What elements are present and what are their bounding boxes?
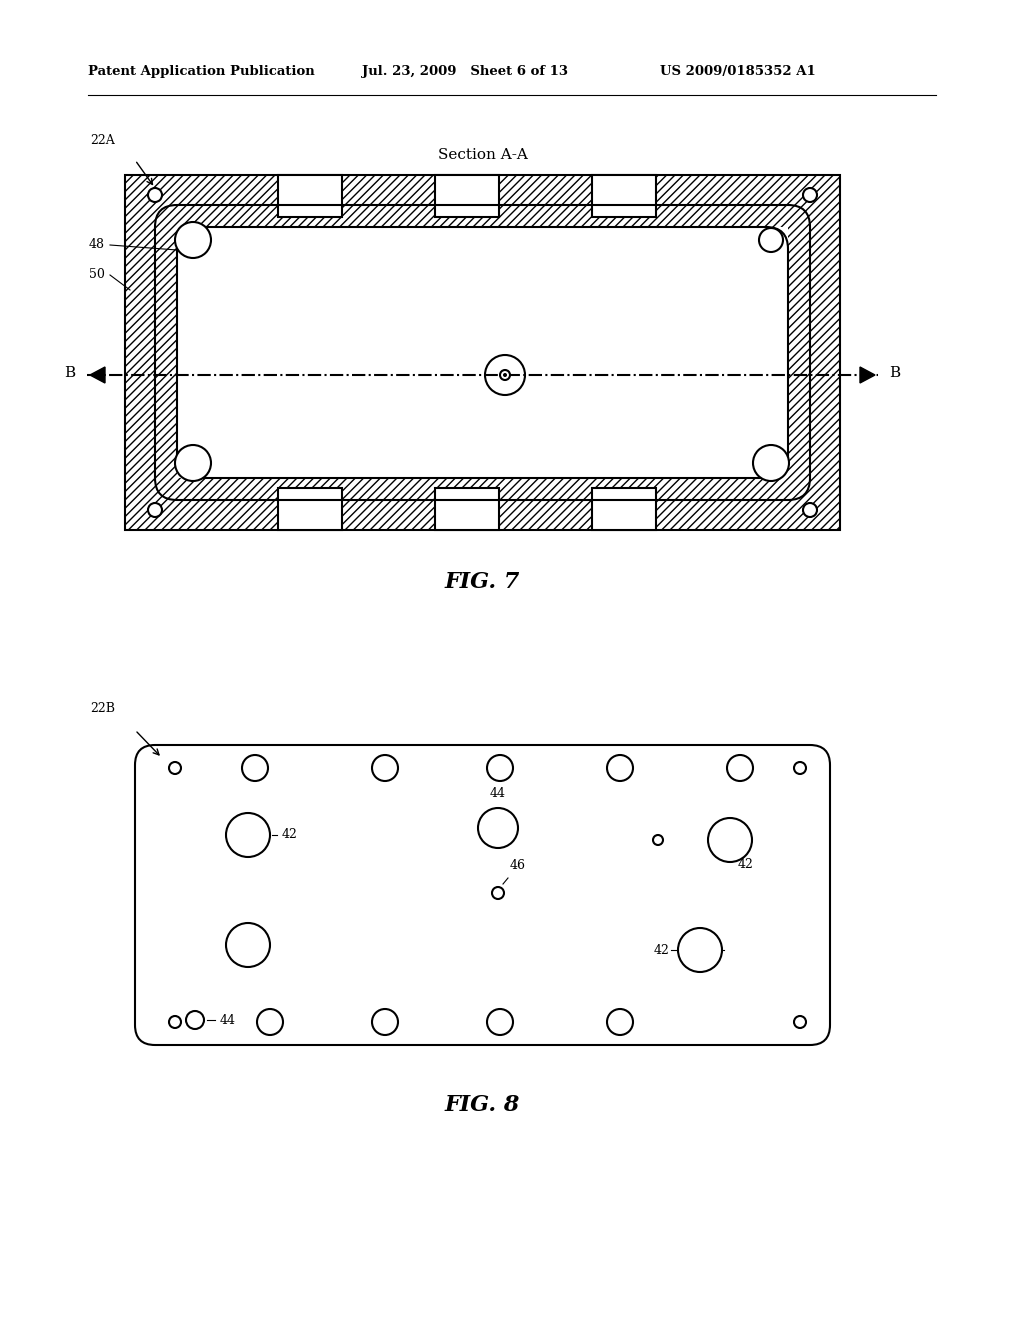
- Text: FIG. 7: FIG. 7: [444, 572, 520, 593]
- Text: 42: 42: [238, 253, 254, 267]
- Circle shape: [175, 222, 211, 257]
- Circle shape: [708, 818, 752, 862]
- Circle shape: [794, 1016, 806, 1028]
- Text: Jul. 23, 2009   Sheet 6 of 13: Jul. 23, 2009 Sheet 6 of 13: [362, 66, 568, 78]
- Polygon shape: [177, 227, 788, 478]
- FancyBboxPatch shape: [177, 227, 788, 478]
- Polygon shape: [90, 367, 105, 383]
- Circle shape: [487, 1008, 513, 1035]
- Circle shape: [485, 355, 525, 395]
- Circle shape: [242, 755, 268, 781]
- Circle shape: [727, 755, 753, 781]
- Polygon shape: [278, 176, 342, 216]
- Text: Section A-A: Section A-A: [437, 148, 527, 162]
- Circle shape: [175, 445, 211, 480]
- Polygon shape: [278, 488, 342, 531]
- Circle shape: [803, 503, 817, 517]
- Circle shape: [372, 1008, 398, 1035]
- Circle shape: [753, 445, 790, 480]
- Circle shape: [169, 762, 181, 774]
- Circle shape: [226, 813, 270, 857]
- Circle shape: [257, 1008, 283, 1035]
- Text: 22B: 22B: [90, 702, 115, 715]
- Text: 42: 42: [654, 944, 670, 957]
- Polygon shape: [435, 176, 499, 216]
- Circle shape: [487, 755, 513, 781]
- Circle shape: [500, 370, 510, 380]
- FancyBboxPatch shape: [135, 744, 830, 1045]
- Polygon shape: [125, 176, 840, 531]
- Polygon shape: [592, 176, 656, 216]
- Circle shape: [372, 755, 398, 781]
- Circle shape: [169, 1016, 181, 1028]
- Text: 22A: 22A: [90, 135, 115, 147]
- Circle shape: [148, 187, 162, 202]
- Text: 44: 44: [220, 1014, 236, 1027]
- Text: 46: 46: [510, 859, 526, 873]
- Circle shape: [492, 887, 504, 899]
- Circle shape: [678, 928, 722, 972]
- Circle shape: [794, 762, 806, 774]
- Circle shape: [607, 755, 633, 781]
- Circle shape: [186, 1011, 204, 1030]
- Text: FIG. 8: FIG. 8: [444, 1094, 520, 1115]
- Circle shape: [653, 836, 663, 845]
- Polygon shape: [860, 367, 874, 383]
- Text: B: B: [65, 366, 76, 380]
- Text: 42: 42: [282, 829, 298, 842]
- Text: 44: 44: [490, 787, 506, 800]
- Circle shape: [503, 374, 507, 378]
- Text: US 2009/0185352 A1: US 2009/0185352 A1: [660, 66, 816, 78]
- Circle shape: [803, 187, 817, 202]
- Polygon shape: [592, 488, 656, 531]
- Circle shape: [478, 808, 518, 847]
- Circle shape: [607, 1008, 633, 1035]
- Text: 46: 46: [520, 338, 536, 351]
- Text: B: B: [890, 366, 900, 380]
- Circle shape: [759, 228, 783, 252]
- Text: 48: 48: [89, 239, 105, 252]
- Circle shape: [226, 923, 270, 968]
- Circle shape: [148, 503, 162, 517]
- Text: 50: 50: [89, 268, 105, 281]
- Polygon shape: [435, 488, 499, 531]
- Text: 42: 42: [738, 858, 754, 871]
- Text: Patent Application Publication: Patent Application Publication: [88, 66, 314, 78]
